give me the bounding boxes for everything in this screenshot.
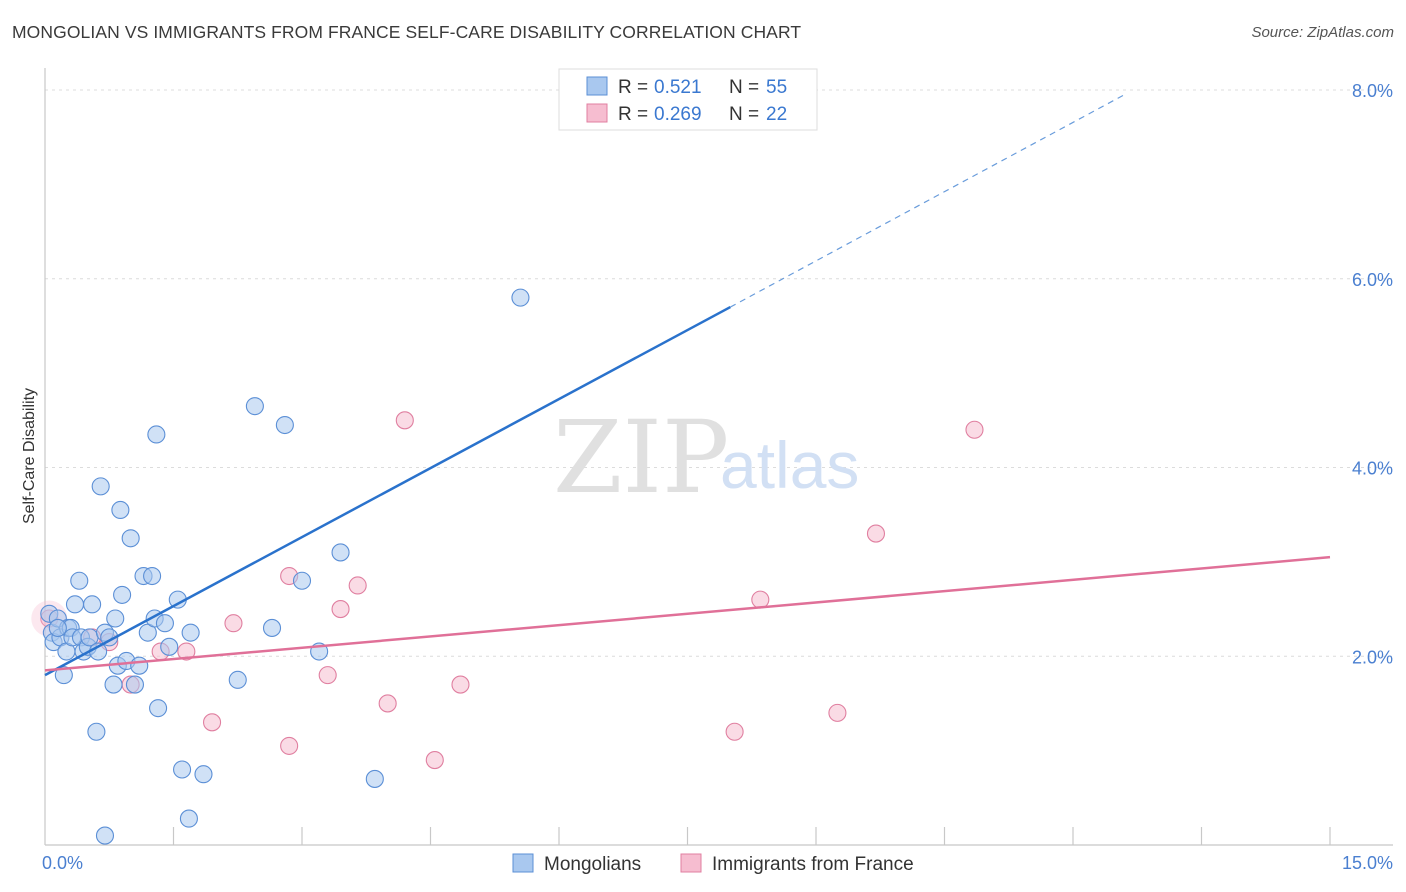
series-legend: Mongolians Immigrants from France xyxy=(512,853,914,875)
mongolians-trend-extension xyxy=(730,94,1125,308)
immigrants-point xyxy=(177,642,196,661)
immigrants-point xyxy=(965,420,984,439)
mongolians-point xyxy=(155,614,174,633)
mongolians-point xyxy=(54,666,73,685)
mongolians-point xyxy=(91,477,110,496)
mongolians-point xyxy=(275,415,294,435)
mongolians-point xyxy=(194,765,213,784)
mongolians-point xyxy=(365,769,384,788)
chart-title: MONGOLIAN VS IMMIGRANTS FROM FRANCE SELF… xyxy=(12,22,802,42)
watermark-atlas: atlas xyxy=(720,428,859,502)
mongolians-point xyxy=(111,500,130,520)
mongolians-point xyxy=(511,288,530,307)
stats-legend: R = 0.521 N = 55 R = 0.269 N = 22 xyxy=(558,68,818,131)
trend-lines xyxy=(44,94,1331,677)
mongolians-point xyxy=(125,675,144,694)
mongolians-point xyxy=(143,566,162,586)
mongolians-point xyxy=(160,637,179,656)
mongolians-point xyxy=(130,656,149,675)
immigrants-point xyxy=(425,751,444,770)
legend-r-label-1: R = xyxy=(618,77,648,98)
mongolians-point xyxy=(104,675,123,694)
legend-r-value-1: 0.521 xyxy=(654,77,702,98)
gridlines xyxy=(45,89,1393,657)
mongolians-point xyxy=(65,595,85,614)
mongolians-point xyxy=(95,826,115,845)
mongolians-point xyxy=(48,618,67,637)
legend-swatch-mongolians xyxy=(586,76,608,96)
mongolians-point xyxy=(262,618,282,637)
immigrants-point xyxy=(378,694,397,713)
mongolians-point xyxy=(87,722,106,741)
immigrants-trend-line xyxy=(44,555,1331,672)
x-tick-label-left: 0.0% xyxy=(42,853,83,873)
mongolians-point xyxy=(70,571,89,590)
mongolians-point xyxy=(106,609,125,628)
immigrants-point xyxy=(318,666,337,685)
mongolians-point xyxy=(181,623,200,642)
immigrants-point xyxy=(280,736,299,755)
x-tick-label-right: 15.0% xyxy=(1342,853,1393,873)
series-mongolians-points xyxy=(40,288,530,845)
mongolians-point xyxy=(149,699,168,718)
immigrants-point xyxy=(451,675,470,694)
legend-r-label-2: R = xyxy=(618,104,648,125)
legend-r-value-2: 0.269 xyxy=(654,104,702,125)
bottom-legend-swatch-immigrants xyxy=(680,853,702,873)
legend-n-value-1: 55 xyxy=(766,77,787,98)
immigrants-point xyxy=(348,576,367,595)
immigrants-point xyxy=(866,524,886,543)
bottom-legend-mongolians: Mongolians xyxy=(544,854,641,875)
immigrants-point xyxy=(725,722,744,741)
mongolians-point xyxy=(113,585,132,604)
legend-swatch-immigrants xyxy=(586,103,608,123)
mongolians-point xyxy=(147,425,166,444)
mongolians-trend-line xyxy=(44,305,731,677)
bottom-legend-swatch-mongolians xyxy=(512,853,534,873)
mongolians-point xyxy=(245,397,264,416)
x-ticks xyxy=(172,827,1331,845)
source-label: Source: ZipAtlas.com xyxy=(1251,24,1394,41)
y-tick-label: 8.0% xyxy=(1352,81,1393,101)
immigrants-point xyxy=(395,411,414,430)
immigrants-point xyxy=(331,600,350,619)
bottom-legend-immigrants: Immigrants from France xyxy=(712,854,914,875)
mongolians-point xyxy=(83,595,102,614)
watermark-zip: ZIP xyxy=(553,399,729,516)
legend-n-label-2: N = xyxy=(729,104,759,125)
mongolians-point xyxy=(173,760,192,779)
mongolians-point xyxy=(121,529,140,548)
mongolians-point xyxy=(292,571,312,590)
y-tick-labels: 2.0% 4.0% 6.0% 8.0% xyxy=(1352,81,1393,667)
y-tick-label: 4.0% xyxy=(1352,459,1393,479)
legend-n-value-2: 22 xyxy=(766,104,787,125)
immigrants-point xyxy=(751,590,770,609)
mongolians-point xyxy=(331,543,350,562)
immigrants-point xyxy=(828,703,847,722)
mongolians-point xyxy=(179,809,198,828)
legend-n-label-1: N = xyxy=(729,77,759,98)
y-tick-label: 2.0% xyxy=(1352,647,1393,667)
mongolians-point xyxy=(228,670,247,689)
immigrants-point xyxy=(203,713,222,732)
y-tick-label: 6.0% xyxy=(1352,270,1393,290)
y-axis-label: Self-Care Disability xyxy=(21,388,38,524)
immigrants-point xyxy=(224,614,243,633)
